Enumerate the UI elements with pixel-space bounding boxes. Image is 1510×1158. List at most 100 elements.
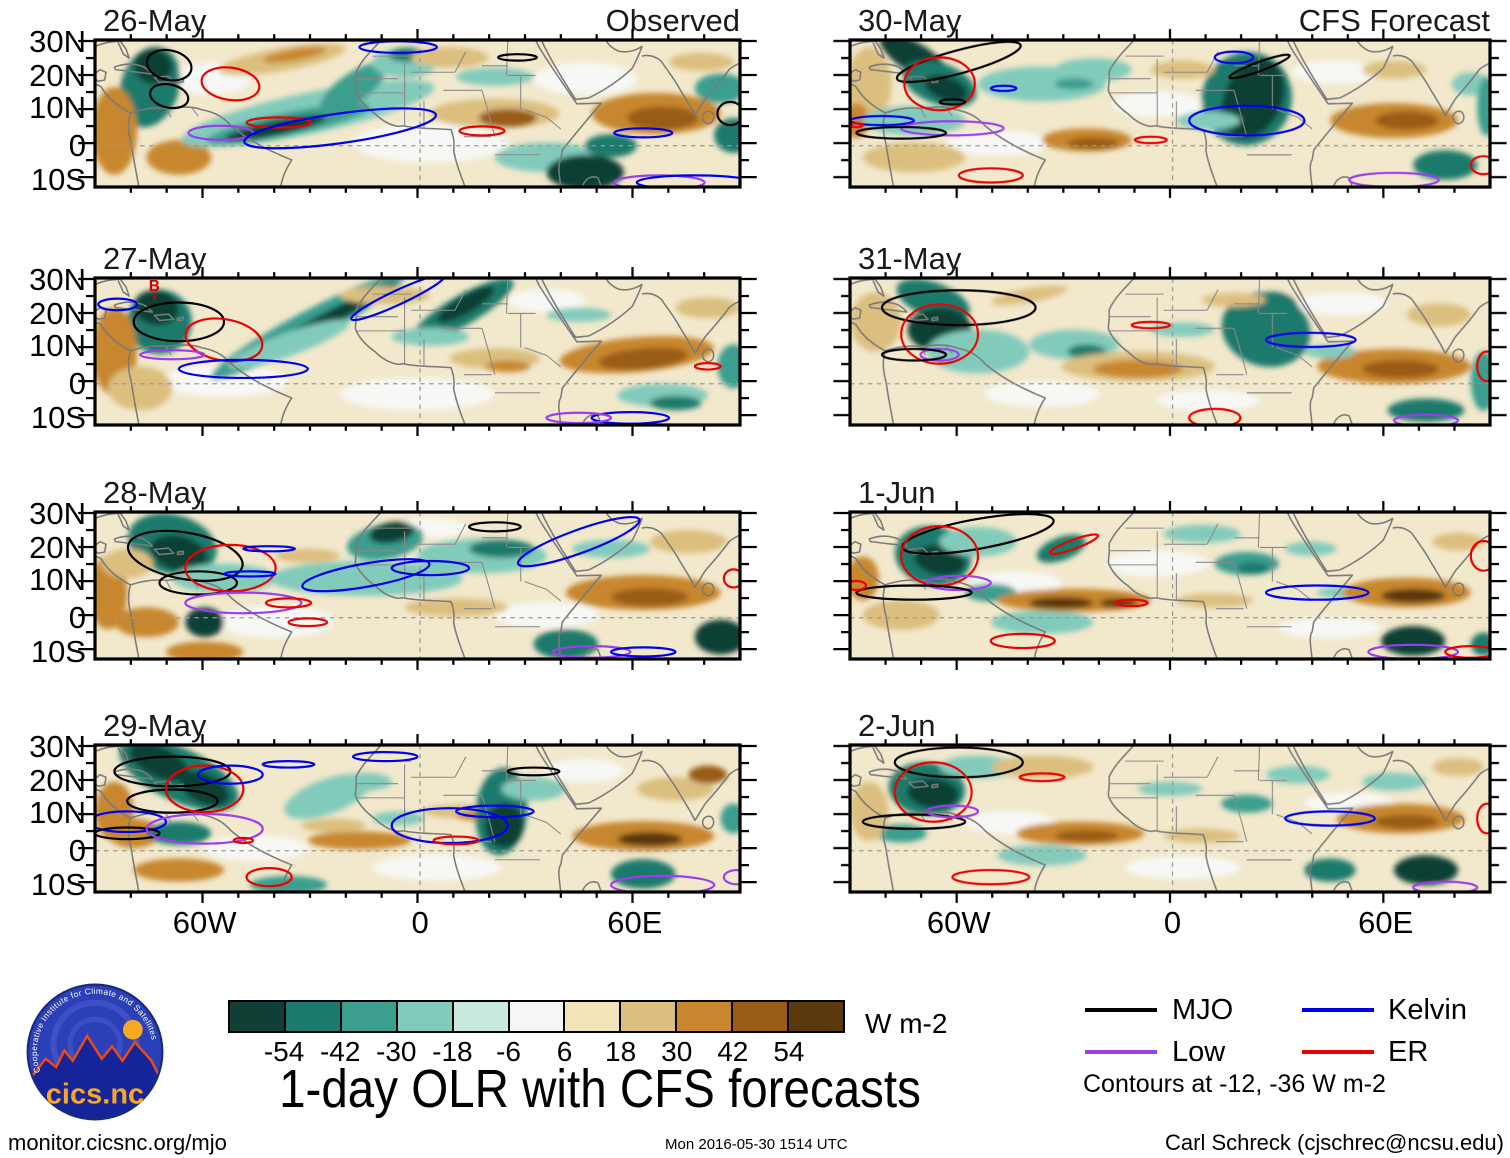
low-contour <box>1412 880 1479 892</box>
er-contour <box>232 836 255 845</box>
er-contour <box>432 835 480 846</box>
er-contour <box>287 617 329 628</box>
er-contour <box>184 543 277 593</box>
colorbar-tick--6: -6 <box>496 1036 521 1067</box>
kelvin-contour <box>301 558 431 593</box>
lat-label-10n: 10N <box>29 90 86 126</box>
legend-label-mjo: MJO <box>1172 994 1234 1026</box>
mjo-contour <box>855 584 973 601</box>
panel-axes <box>78 734 757 903</box>
legend-line-kelvin <box>1302 1008 1374 1012</box>
lat-label-30n: 30N <box>29 262 86 298</box>
lat-label-20n: 20N <box>29 762 86 798</box>
mjo-contour <box>158 570 238 596</box>
mjo-contour <box>145 48 193 82</box>
low-contour <box>722 868 740 886</box>
panel-axes <box>78 267 757 436</box>
kelvin-contour <box>390 807 509 845</box>
lon-label-0: 0 <box>1163 905 1182 940</box>
kelvin-contour <box>1264 584 1370 601</box>
panel-axes <box>833 734 1507 903</box>
er-contour <box>1114 598 1149 608</box>
lat-label-10n: 10N <box>29 328 86 364</box>
country-borders <box>165 278 562 394</box>
lat-label-10s: 10S <box>30 633 86 669</box>
panel-title-1-jun: 1-Jun <box>858 475 936 510</box>
lat-label-10n: 10N <box>29 795 86 831</box>
country-borders <box>919 512 1313 628</box>
lat-label-30n: 30N <box>29 24 86 60</box>
storm-marker: B <box>149 278 160 295</box>
mjo-contour <box>855 125 948 140</box>
low-contour <box>925 804 980 819</box>
country-borders <box>165 512 562 628</box>
er-contour <box>245 116 313 129</box>
country-borders <box>165 745 562 861</box>
er-contour <box>245 867 293 888</box>
coastlines <box>95 512 740 659</box>
kelvin-contour <box>97 297 139 312</box>
er-contour <box>164 764 245 814</box>
footer-timestamp: Mon 2016-05-30 1514 UTC <box>665 1136 848 1153</box>
country-borders <box>165 40 562 156</box>
colorbar-tick-6: 6 <box>556 1036 573 1067</box>
legend-contour-note: Contours at -12, -36 W m-2 <box>1083 1070 1386 1098</box>
kelvin-contour <box>261 760 316 769</box>
panel-title-2-jun: 2-Jun <box>858 708 936 743</box>
er-contour <box>1133 135 1168 145</box>
cicsnc-logo: Cooperative Institute for Climate and Sa… <box>26 983 164 1121</box>
kelvin-contour <box>516 515 641 568</box>
legend-line-mjo <box>1085 1008 1157 1012</box>
lat-label-10s: 10S <box>30 399 86 435</box>
kelvin-contour <box>177 358 309 380</box>
lon-label-60w: 60W <box>926 905 991 940</box>
map-panel-28-may <box>78 501 757 670</box>
kelvin-contour <box>1264 331 1357 349</box>
colorbar-segment-1 <box>283 1002 340 1031</box>
er-contour <box>1018 772 1066 783</box>
legend-line-low <box>1085 1050 1157 1054</box>
lat-label-0: 0 <box>68 599 86 635</box>
colorbar-tick--18: -18 <box>432 1036 473 1067</box>
mjo-contour <box>880 347 948 362</box>
colorbar-tick--30: -30 <box>376 1036 417 1067</box>
coastlines <box>95 278 740 425</box>
panel-title-26-may: 26-May <box>103 3 207 38</box>
kelvin-contour <box>613 127 674 139</box>
er-contour <box>1469 154 1490 176</box>
map-panel-26-may <box>78 29 757 198</box>
low-contour <box>1348 171 1440 187</box>
low-contour <box>545 411 613 425</box>
lat-label-0: 0 <box>68 832 86 868</box>
panel-axes <box>833 501 1507 670</box>
low-contour <box>925 574 992 592</box>
figure-title: 1-day OLR with CFS forecasts <box>279 1059 921 1119</box>
kelvin-contour <box>455 804 535 819</box>
colorbar-tick-54: 54 <box>773 1036 805 1067</box>
er-contour <box>1476 350 1490 383</box>
lat-label-10s: 10S <box>30 161 86 197</box>
low-contour <box>919 347 960 362</box>
panel-axes <box>833 29 1507 198</box>
colorbar-segment-9 <box>731 1002 788 1031</box>
colorbar-segment-4 <box>451 1002 508 1031</box>
map-panel-30-may <box>833 29 1507 198</box>
legend-label-low: Low <box>1172 1036 1226 1068</box>
mjo-contour <box>132 301 226 343</box>
er-contour <box>264 597 313 609</box>
lon-label-0: 0 <box>411 905 429 940</box>
colorbar-tick-30: 30 <box>661 1036 693 1067</box>
panel-title-27-may: 27-May <box>103 241 207 276</box>
mjo-contour <box>880 289 1037 327</box>
mjo-contour <box>1228 53 1291 80</box>
colorbar-segment-5 <box>507 1002 564 1031</box>
er-contour <box>1130 320 1172 330</box>
kelvin-contour <box>609 646 677 658</box>
er-contour <box>458 125 506 137</box>
low-contour <box>145 812 264 845</box>
lat-label-30n: 30N <box>29 729 86 765</box>
map-panel-2-jun <box>833 734 1507 903</box>
kelvin-contour <box>1213 50 1255 65</box>
colorbar-tick--42: -42 <box>319 1036 361 1067</box>
mjo-contour <box>893 746 1024 779</box>
